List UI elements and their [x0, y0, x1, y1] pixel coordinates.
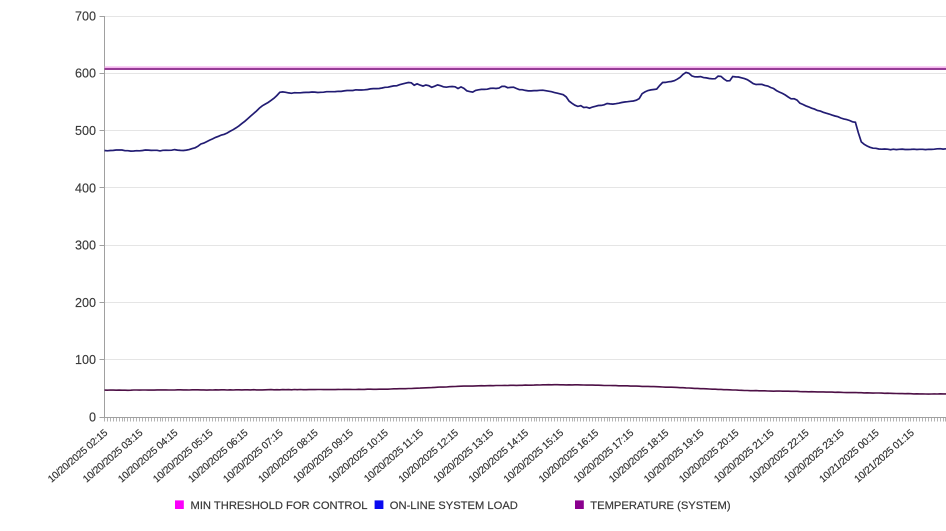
- svg-text:200: 200: [75, 296, 96, 310]
- svg-text:TEMPERATURE (SYSTEM): TEMPERATURE (SYSTEM): [590, 500, 731, 512]
- svg-text:700: 700: [75, 9, 96, 23]
- svg-text:0: 0: [89, 410, 96, 424]
- svg-text:400: 400: [75, 181, 96, 195]
- svg-text:MIN THRESHOLD FOR CONTROL: MIN THRESHOLD FOR CONTROL: [191, 500, 368, 512]
- svg-text:600: 600: [75, 67, 96, 81]
- svg-text:100: 100: [75, 353, 96, 367]
- svg-text:ON-LINE SYSTEM LOAD: ON-LINE SYSTEM LOAD: [390, 500, 518, 512]
- svg-text:500: 500: [75, 124, 96, 138]
- svg-text:300: 300: [75, 239, 96, 253]
